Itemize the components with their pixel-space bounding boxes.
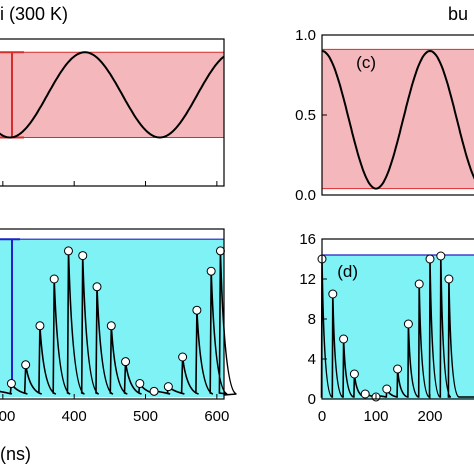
panel-c-ytick-label-2: 1.0 — [295, 27, 316, 44]
panel-d-ytick-label-3: 12 — [299, 271, 316, 288]
title-right: bu — [448, 4, 468, 24]
panel-d-marker-8 — [403, 319, 413, 329]
panel-b-marker-16 — [215, 246, 225, 256]
panel-d-marker-4 — [360, 389, 370, 399]
panel-b-marker-1 — [6, 379, 16, 389]
panel-d-marker-7 — [393, 364, 403, 374]
panel-b-marker-5 — [63, 246, 73, 256]
panel-d-marker-9 — [414, 279, 424, 289]
panel-b-band — [0, 239, 224, 397]
panel-b-marker-12 — [163, 382, 173, 392]
panel-c-band — [322, 49, 474, 189]
panel-b-marker-4 — [49, 274, 59, 284]
panel-d-marker-11 — [436, 251, 446, 261]
panel-d-ytick-label-4: 16 — [299, 231, 316, 248]
panel-d-xtick-label-2: 200 — [417, 408, 442, 425]
panel-c-curve — [321, 49, 474, 190]
panel-b-marker-3 — [35, 321, 45, 331]
panel-d-marker-10 — [425, 254, 435, 264]
panel-b-marker-9 — [121, 357, 131, 367]
panel-b-marker-6 — [78, 251, 88, 261]
panel-d-pulses — [320, 255, 474, 398]
panel-d-xtick-label-0: 0 — [318, 408, 326, 425]
panel-d-marker-1 — [328, 289, 338, 299]
panel-d-marker-3 — [349, 369, 359, 379]
panel-b-marker-13 — [178, 352, 188, 362]
title-left: i (300 K) — [0, 4, 68, 24]
panel-b-marker-8 — [106, 321, 116, 331]
panel-d-ytick-label-1: 4 — [308, 351, 316, 368]
panel-d-ytick-label-0: 0 — [308, 391, 316, 408]
panel-c-ytick-label-1: 0.5 — [295, 107, 316, 124]
panel-b-marker-11 — [149, 386, 159, 396]
x-axis-label-fragment: (ns) — [0, 444, 31, 464]
panel-d-marker-12 — [444, 274, 454, 284]
panel-d-marker-6 — [382, 384, 392, 394]
panel-b-marker-15 — [206, 266, 216, 276]
panel-d-label: (d) — [337, 262, 358, 281]
panel-b-marker-14 — [192, 305, 202, 315]
panel-c-label: (c) — [356, 53, 376, 72]
panel-a-curve — [0, 51, 225, 139]
panel-b-xtick-label-3: 600 — [204, 408, 229, 425]
panel-c-ytick-label-0: 0.0 — [295, 187, 316, 204]
panel-a-frame — [0, 38, 225, 187]
panel-b-xtick-label-1: 400 — [62, 408, 87, 425]
panel-b-marker-7 — [92, 282, 102, 292]
panel-b-marker-10 — [135, 379, 145, 389]
panel-b-xtick-label-2: 500 — [133, 408, 158, 425]
panel-b-frame — [0, 228, 225, 400]
panel-d-xtick-label-1: 100 — [363, 408, 388, 425]
panels-layer: 300 400 500 600 0.0 0.5 1.0 (c) 0 4 8 12 16 0 100 200 (d… — [0, 27, 474, 425]
panel-b-marker-2 — [21, 360, 31, 370]
panel-a-band — [0, 52, 224, 138]
panel-b-xtick-label-0: 300 — [0, 408, 15, 425]
panel-d-marker-2 — [339, 334, 349, 344]
panel-d-ytick-label-2: 8 — [308, 311, 316, 328]
